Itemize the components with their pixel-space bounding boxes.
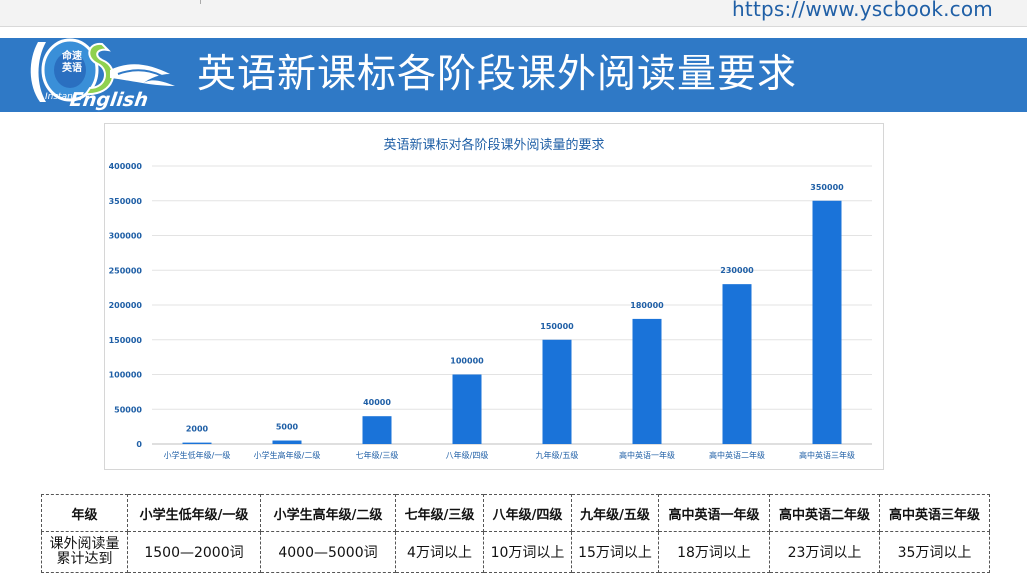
bar: [632, 318, 662, 444]
header-cell: 小学生低年级/一级: [127, 494, 261, 532]
logo-text-bottom: 英语: [62, 63, 82, 74]
header-cell: 高中英语一年级: [658, 494, 770, 532]
title-banner: 英语新课标各阶段课外阅读量要求: [0, 38, 1027, 112]
bar: [452, 374, 482, 444]
page-title: 英语新课标各阶段课外阅读量要求: [197, 52, 798, 97]
logo-text-top: 命速: [62, 51, 82, 62]
chart-plot: 0 50000 100000 150000 200000 250000 300000 3500…: [109, 162, 872, 460]
data-label: 150000: [540, 322, 574, 331]
table-cell: 18万词以上: [658, 531, 770, 573]
header-cell: 八年级/四级: [483, 494, 572, 532]
header-cell: 高中英语二年级: [769, 494, 880, 532]
logo-sub-text: Instant: [45, 92, 77, 102]
header-cell: 年级: [41, 494, 128, 532]
y-tick-label: 0: [136, 440, 142, 449]
x-tick-label: 高中英语一年级: [619, 450, 675, 460]
x-tick-label: 七年级/三级: [356, 450, 399, 460]
bar: [812, 200, 842, 444]
row-label-line: 课外阅读量: [49, 536, 120, 552]
x-tick-label: 小学生高年级/二级: [254, 450, 321, 460]
bar: [362, 416, 392, 444]
y-tick-label: 150000: [109, 336, 143, 345]
row-label: 课外阅读量 累计达到: [41, 531, 128, 573]
header-cell: 高中英语三年级: [879, 494, 990, 532]
chart-title: 英语新课标对各阶段课外阅读量的要求: [383, 138, 605, 153]
y-tick-label: 200000: [109, 301, 143, 310]
bar: [272, 440, 302, 444]
table-cell: 4000—5000词: [260, 531, 396, 573]
table-cell: 35万词以上: [879, 531, 990, 573]
data-label: 100000: [450, 357, 484, 366]
table-cell: 23万词以上: [769, 531, 880, 573]
y-tick-label: 50000: [114, 405, 142, 414]
table-cell: 15万词以上: [571, 531, 659, 573]
bar: [182, 442, 212, 444]
bar-chart: 0 50000 100000 150000 200000 250000 300000 3500…: [104, 123, 884, 470]
x-tick-label: 高中英语三年级: [799, 450, 855, 460]
header-cell: 七年级/三级: [395, 494, 484, 532]
table-cell: 4万词以上: [395, 531, 484, 573]
brand-logo-icon: [30, 38, 175, 102]
x-tick-label: 八年级/四级: [446, 450, 489, 460]
row-label-line: 累计达到: [56, 551, 113, 567]
y-tick-label: 100000: [109, 371, 143, 380]
site-url[interactable]: https://www.yscbook.com: [732, 0, 993, 21]
data-label: 180000: [630, 301, 664, 310]
window-top-strip: [0, 0, 1027, 27]
reading-requirement-table: 年级 小学生低年级/一级 小学生高年级/二级 七年级/三级 八年级/四级 九年级…: [41, 494, 990, 573]
data-label: 350000: [810, 183, 844, 192]
x-tick-label: 小学生低年级/一级: [164, 450, 231, 460]
header-cell: 小学生高年级/二级: [260, 494, 396, 532]
divider: [200, 0, 201, 4]
bar: [722, 284, 752, 444]
x-tick-label: 高中英语二年级: [709, 450, 765, 460]
data-label: 5000: [276, 423, 299, 432]
data-label: 230000: [720, 266, 754, 275]
table-row: 课外阅读量 累计达到 1500—2000词 4000—5000词 4万词以上 10…: [41, 531, 990, 573]
y-tick-label: 350000: [109, 197, 143, 206]
y-tick-label: 250000: [109, 266, 143, 275]
header-cell: 九年级/五级: [571, 494, 659, 532]
logo-brand-text: English: [68, 89, 150, 111]
data-label: 40000: [363, 398, 391, 407]
y-tick-label: 300000: [109, 232, 143, 241]
table-cell: 1500—2000词: [127, 531, 261, 573]
table-header-row: 年级 小学生低年级/一级 小学生高年级/二级 七年级/三级 八年级/四级 九年级…: [41, 494, 990, 532]
data-label: 2000: [186, 425, 209, 434]
x-tick-label: 九年级/五级: [536, 450, 579, 460]
table-cell: 10万词以上: [483, 531, 572, 573]
y-tick-label: 400000: [109, 162, 143, 171]
bar: [542, 339, 572, 444]
